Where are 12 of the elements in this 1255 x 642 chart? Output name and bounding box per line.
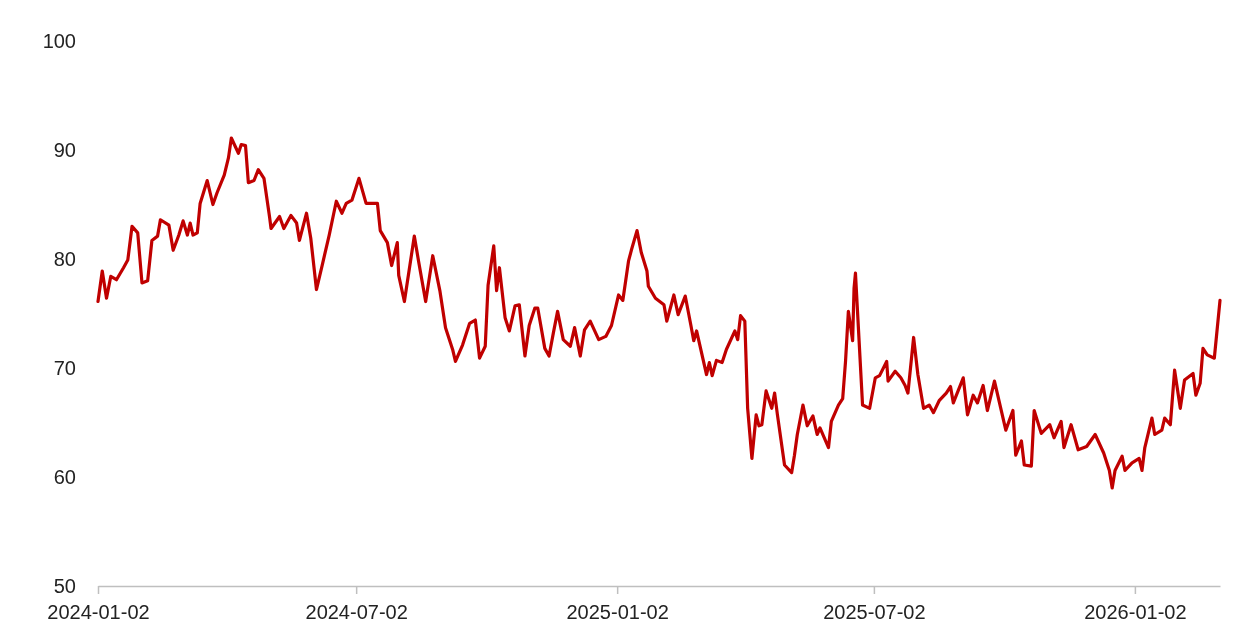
y-tick-label: 70: [53, 357, 76, 379]
y-tick-label: 90: [53, 139, 76, 161]
x-tick-label: 2025-07-02: [823, 601, 926, 623]
x-tick-label: 2025-01-02: [566, 601, 669, 623]
x-tick-label: 2026-01-02: [1084, 601, 1187, 623]
y-tick-label: 100: [42, 30, 76, 52]
x-tick-label: 2024-07-02: [305, 601, 408, 623]
line-series: [96, 136, 1222, 490]
y-tick-label: 60: [53, 466, 76, 488]
y-tick-label: 80: [53, 248, 76, 270]
x-tick-label: 2024-01-02: [47, 601, 150, 623]
y-tick-label: 50: [53, 575, 76, 597]
